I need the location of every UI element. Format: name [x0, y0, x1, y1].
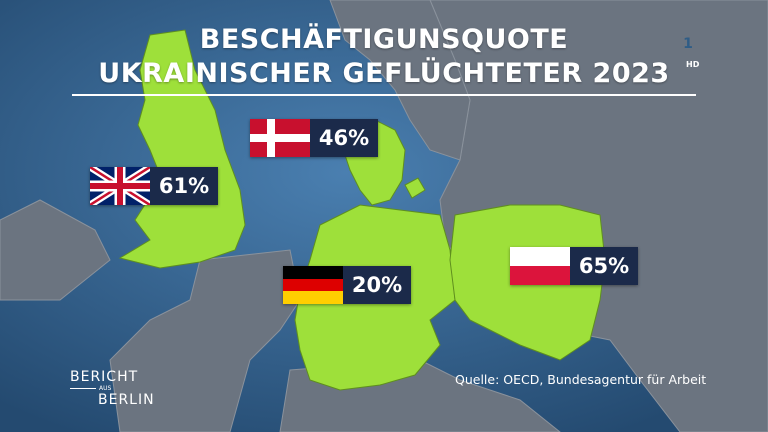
show-logo-line-2: BERLIN [98, 392, 155, 408]
denmark-label: 46% [250, 119, 378, 157]
poland-flag-icon [510, 247, 570, 285]
title-divider [72, 94, 696, 96]
poland-percentage: 65% [570, 247, 638, 285]
germany-flag-icon [283, 266, 343, 304]
title-line-1: BESCHÄFTIGUNSQUOTE [199, 24, 569, 55]
show-logo-small: AUS [99, 385, 112, 392]
denmark-island [404, 177, 426, 199]
hd-badge: HD [686, 60, 700, 69]
united-kingdom-land [118, 29, 246, 269]
title-line-2: UKRAINISCHER GEFLÜCHTETER 2023 [98, 58, 670, 89]
show-logo-line-1: BERICHT [70, 369, 139, 385]
ireland-land [0, 199, 111, 301]
ard-1-logo: 1 [676, 30, 700, 60]
denmark-flag-icon [250, 119, 310, 157]
germany-label: 20% [283, 266, 411, 304]
show-logo: BERICHT AUS BERLIN [70, 370, 155, 407]
united-kingdom-flag-icon [90, 167, 150, 205]
poland-label: 65% [510, 247, 638, 285]
united-kingdom-label: 61% [90, 167, 218, 205]
germany-percentage: 20% [343, 266, 411, 304]
united-kingdom-percentage: 61% [150, 167, 218, 205]
svg-text:1: 1 [683, 36, 693, 52]
source-caption: Quelle: OECD, Bundesagentur für Arbeit [455, 372, 707, 387]
scandinavia-land [329, 0, 471, 161]
denmark-percentage: 46% [310, 119, 378, 157]
